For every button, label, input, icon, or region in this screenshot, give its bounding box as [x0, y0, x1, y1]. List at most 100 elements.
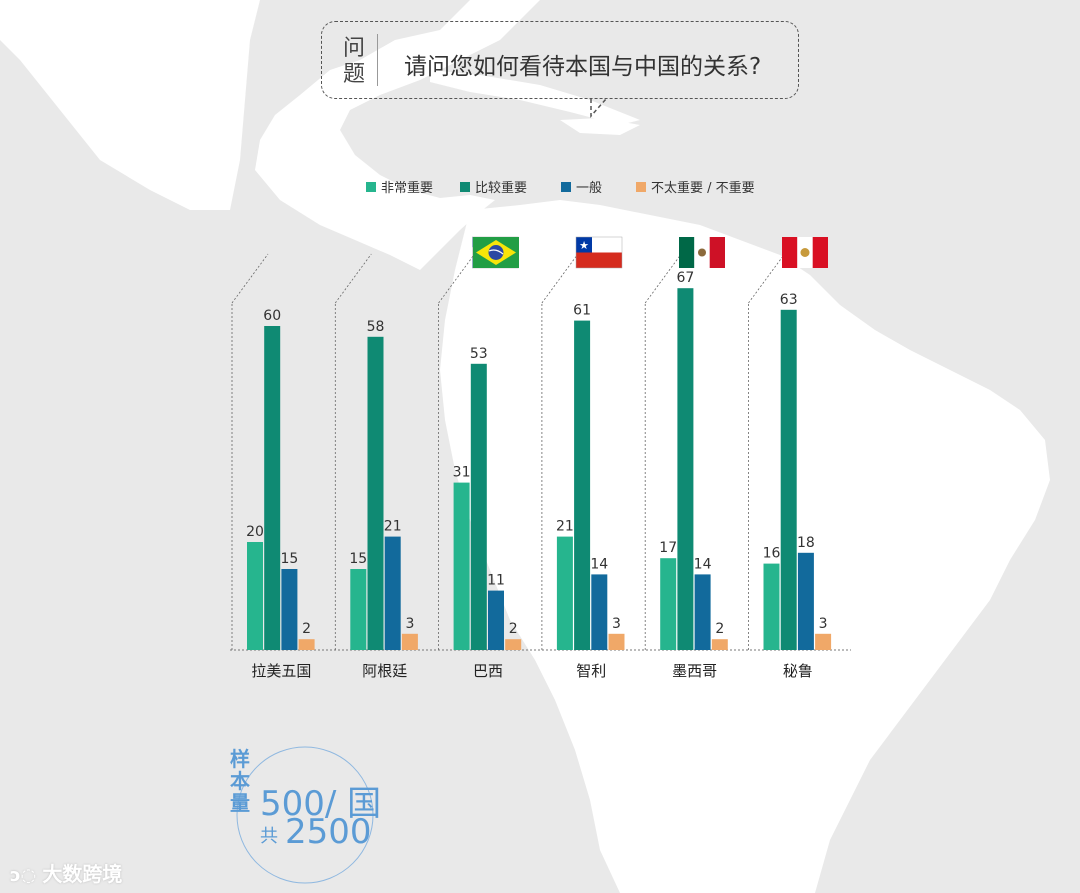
data-label: 67	[676, 270, 694, 286]
legend-label: 不太重要 / 不重要	[651, 181, 755, 196]
x-tick-label: 智利	[576, 662, 606, 680]
bar-2-3	[505, 639, 522, 650]
data-label: 20	[246, 524, 264, 540]
bar-3-1	[574, 320, 591, 650]
data-label: 16	[763, 546, 781, 562]
brazil-band	[488, 249, 504, 255]
bar-1-0	[350, 569, 367, 650]
data-label: 15	[349, 551, 367, 567]
bar-4-1	[677, 288, 694, 650]
legend-item-very-important: 非常重要	[366, 177, 433, 196]
question-text: 请问您如何看待本国与中国的关系?	[404, 54, 762, 80]
mexico-eagle-icon	[698, 248, 706, 257]
legend-item-average: 一般	[561, 177, 602, 196]
watermark: ↄ◌ 大数跨境	[10, 858, 122, 887]
data-label: 3	[819, 616, 828, 632]
bar-3-0	[556, 536, 573, 650]
bar-4-2	[694, 574, 711, 650]
map-hispaniola	[560, 118, 640, 135]
data-label: 11	[487, 573, 505, 589]
bar-5-1	[780, 309, 797, 650]
data-label: 21	[384, 519, 402, 535]
sample-total-prefix: 共	[260, 826, 278, 847]
chile-canton	[576, 237, 592, 253]
data-label: 15	[280, 551, 298, 567]
data-label: 61	[573, 303, 591, 319]
mexico-flag	[679, 237, 695, 268]
data-label: 58	[367, 319, 385, 335]
bar-4-0	[660, 558, 677, 650]
bar-5-3	[815, 633, 832, 650]
chile-flag-red	[576, 252, 622, 268]
data-label: 2	[715, 621, 724, 637]
data-label: 3	[405, 616, 414, 632]
chart-legend: 非常重要 比较重要 一般 不太重要 / 不重要	[0, 177, 1080, 197]
bar-1-2	[384, 536, 401, 650]
data-label: 14	[694, 556, 712, 572]
x-tick-label: 墨西哥	[672, 662, 717, 680]
question-divider	[377, 34, 378, 86]
data-label: 21	[556, 519, 574, 535]
data-label: 31	[453, 465, 471, 481]
bar-2-0	[453, 482, 470, 650]
data-label: 2	[509, 621, 518, 637]
legend-label: 非常重要	[381, 181, 434, 196]
bar-1-3	[401, 633, 418, 650]
question-label: 问题	[342, 36, 365, 87]
x-tick-label: 拉美五国	[251, 662, 311, 680]
data-label: 17	[659, 540, 677, 556]
map-south-america	[440, 200, 1050, 893]
sample-per-country: 500/ 国	[260, 784, 382, 824]
data-label: 3	[612, 616, 621, 632]
legend-swatch	[636, 181, 646, 192]
bar-1-1	[367, 336, 384, 650]
bar-2-2	[488, 590, 504, 650]
x-tick-label: 巴西	[473, 662, 503, 680]
data-label: 2	[302, 621, 311, 637]
bar-3-3	[608, 633, 625, 650]
map-north-america	[0, 0, 540, 270]
map-left-coast	[0, 0, 260, 210]
legend-item-not-important: 不太重要 / 不重要	[636, 177, 755, 196]
legend-swatch	[366, 181, 376, 192]
peru-flag-red	[812, 237, 828, 268]
bar-4-3	[711, 639, 728, 650]
sample-total: 2500	[285, 812, 372, 852]
bar-2-1	[470, 363, 487, 650]
data-label: 14	[590, 556, 608, 572]
watermark-text: 大数跨境	[42, 862, 123, 886]
bar-0-1	[264, 326, 281, 650]
legend-item-relatively-important: 比较重要	[460, 177, 527, 196]
data-label: 18	[797, 535, 815, 551]
logo-icon: ↄ◌	[10, 865, 37, 886]
legend-swatch	[561, 181, 571, 192]
legend-swatch	[460, 181, 470, 192]
brazil-globe-icon	[488, 245, 504, 260]
sample-size-label: 样本量	[230, 747, 250, 815]
x-tick-label: 秘鲁	[783, 662, 813, 680]
x-tick-label: 阿根廷	[362, 662, 407, 680]
legend-label: 比较重要	[475, 181, 528, 196]
data-label: 53	[470, 346, 488, 362]
bar-5-2	[797, 552, 814, 650]
bar-3-2	[591, 574, 608, 650]
data-label: 63	[780, 292, 798, 308]
chile-star-icon: ★	[579, 239, 589, 252]
question-bubble	[321, 21, 799, 99]
peru-flag	[782, 237, 798, 268]
data-label: 60	[263, 308, 281, 324]
bar-0-0	[247, 542, 263, 650]
bar-0-2	[281, 569, 298, 650]
bar-0-3	[298, 639, 315, 650]
mexico-flag-red	[709, 237, 725, 268]
peru-coat-icon	[800, 248, 810, 257]
map-cuba	[430, 70, 640, 125]
legend-label: 一般	[576, 181, 603, 196]
bar-5-0	[763, 563, 780, 650]
flag-border	[575, 236, 623, 269]
